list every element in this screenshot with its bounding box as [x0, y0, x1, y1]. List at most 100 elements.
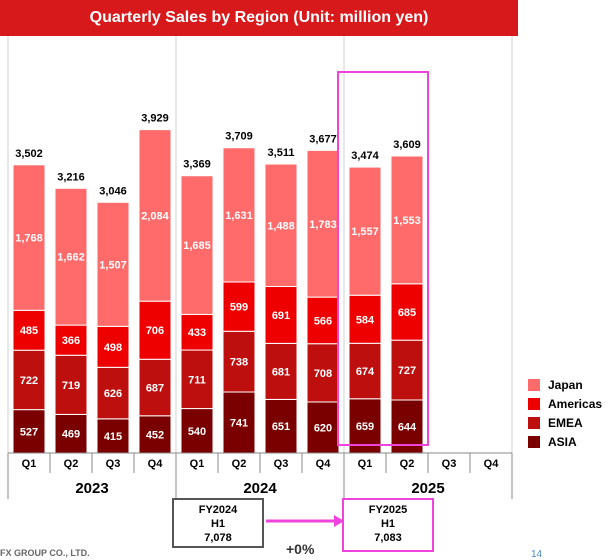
value-label-americas-0: 485	[20, 325, 38, 337]
fy2024-label: FY2024	[198, 504, 238, 516]
value-label-emea-5: 738	[230, 357, 248, 369]
legend: Japan Americas EMEA ASIA	[528, 375, 602, 451]
value-label-asia-0: 527	[20, 426, 38, 438]
legend-label-asia: ASIA	[548, 434, 577, 449]
legend-item-americas: Americas	[528, 394, 602, 413]
bar-segment-emea-1	[54, 354, 88, 415]
value-label-emea-9: 727	[398, 365, 416, 377]
value-label-japan-1: 1,662	[57, 252, 85, 264]
value-label-japan-8: 1,557	[351, 226, 379, 238]
value-label-asia-5: 741	[230, 418, 248, 430]
value-label-asia-1: 469	[62, 429, 80, 441]
bar-segment-americas-1	[54, 324, 88, 356]
legend-item-emea: EMEA	[528, 413, 602, 432]
legend-swatch-japan	[528, 378, 540, 391]
value-label-emea-6: 681	[272, 366, 290, 378]
comparison-arrow	[266, 515, 344, 527]
value-label-asia-3: 452	[146, 429, 164, 441]
bar-segment-japan-2	[96, 201, 130, 327]
bar-segment-japan-9	[390, 155, 424, 285]
value-label-emea-0: 722	[20, 375, 38, 387]
total-label-3: 3,929	[141, 113, 169, 125]
tick-label-11: Q4	[484, 458, 500, 470]
fy2025-h1-box: FY2025 H1 7,083	[342, 498, 434, 552]
value-label-asia-7: 620	[314, 422, 332, 434]
legend-swatch-americas	[528, 397, 540, 410]
fy2024-h1-box: FY2024 H1 7,078	[172, 498, 264, 548]
bar-segment-americas-9	[390, 283, 424, 341]
value-label-japan-9: 1,553	[393, 215, 421, 227]
legend-swatch-emea	[528, 416, 540, 429]
value-label-americas-7: 566	[314, 315, 332, 327]
tick-label-4: Q1	[190, 458, 205, 470]
bar-segment-asia-4	[180, 408, 214, 454]
total-label-8: 3,474	[351, 150, 379, 162]
value-label-japan-7: 1,783	[309, 219, 337, 231]
fy2025-label: FY2025	[368, 504, 408, 516]
bar-segment-emea-4	[180, 349, 214, 410]
total-label-4: 3,369	[183, 159, 211, 171]
value-label-japan-4: 1,685	[183, 240, 211, 252]
fy2024-value: 7,078	[204, 532, 232, 544]
year-label-2025: 2025	[411, 480, 444, 497]
tick-label-2: Q3	[106, 458, 121, 470]
legend-item-asia: ASIA	[528, 432, 602, 451]
total-label-5: 3,709	[225, 131, 253, 143]
fy2025-value: 7,083	[374, 532, 402, 544]
bar-segment-emea-0	[12, 349, 46, 411]
tick-label-7: Q4	[316, 458, 332, 470]
bar-segment-emea-8	[348, 342, 382, 400]
fy2025-period: H1	[380, 518, 396, 530]
value-label-japan-2: 1,507	[99, 259, 127, 271]
legend-label-emea: EMEA	[548, 415, 583, 430]
bar-segment-americas-2	[96, 325, 130, 368]
bar-segment-japan-0	[12, 164, 46, 311]
bar-segment-emea-6	[264, 342, 298, 400]
total-label-0: 3,502	[15, 148, 43, 160]
value-label-americas-3: 706	[146, 325, 164, 337]
bar-segment-japan-8	[348, 166, 382, 296]
bar-segment-japan-3	[138, 129, 172, 302]
value-label-americas-4: 433	[188, 327, 206, 339]
legend-swatch-asia	[528, 435, 540, 448]
tick-label-8: Q1	[358, 458, 373, 470]
value-label-asia-2: 415	[104, 431, 122, 443]
value-label-americas-1: 366	[62, 335, 80, 347]
value-label-americas-5: 599	[230, 302, 248, 314]
fy2024-period: H1	[210, 518, 226, 530]
value-label-emea-7: 708	[314, 368, 332, 380]
page-number: 14	[531, 549, 543, 560]
value-label-americas-6: 691	[272, 310, 290, 322]
tick-label-6: Q3	[274, 458, 289, 470]
tick-label-9: Q2	[400, 458, 415, 470]
tick-label-10: Q3	[442, 458, 457, 470]
value-label-americas-8: 584	[356, 314, 375, 326]
bar-segment-asia-5	[222, 391, 256, 454]
bar-segment-emea-2	[96, 366, 130, 420]
bar-segment-japan-1	[54, 187, 88, 326]
value-label-asia-6: 651	[272, 421, 290, 433]
value-label-asia-9: 644	[398, 421, 417, 433]
bar-segment-japan-7	[306, 149, 340, 298]
year-label-2024: 2024	[243, 480, 277, 497]
bar-segment-americas-0	[12, 309, 46, 351]
value-label-americas-2: 498	[104, 342, 122, 354]
legend-item-japan: Japan	[528, 375, 602, 394]
total-label-7: 3,677	[309, 133, 337, 145]
total-label-1: 3,216	[57, 171, 85, 183]
value-label-japan-6: 1,488	[267, 220, 295, 232]
chart-title: Quarterly Sales by Region (Unit: million…	[0, 0, 518, 36]
change-percent: +0%	[286, 541, 315, 557]
value-label-emea-2: 626	[104, 388, 122, 400]
tick-label-3: Q4	[148, 458, 164, 470]
company-name: FX GROUP CO., LTD.	[0, 548, 90, 558]
bar-segment-americas-5	[222, 281, 256, 332]
value-label-asia-8: 659	[356, 421, 374, 433]
total-label-2: 3,046	[99, 185, 127, 197]
bar-segment-emea-5	[222, 330, 256, 393]
value-label-japan-3: 2,084	[141, 210, 169, 222]
bar-segment-emea-3	[138, 358, 172, 417]
legend-label-japan: Japan	[548, 377, 583, 392]
bar-segment-asia-6	[264, 398, 298, 454]
